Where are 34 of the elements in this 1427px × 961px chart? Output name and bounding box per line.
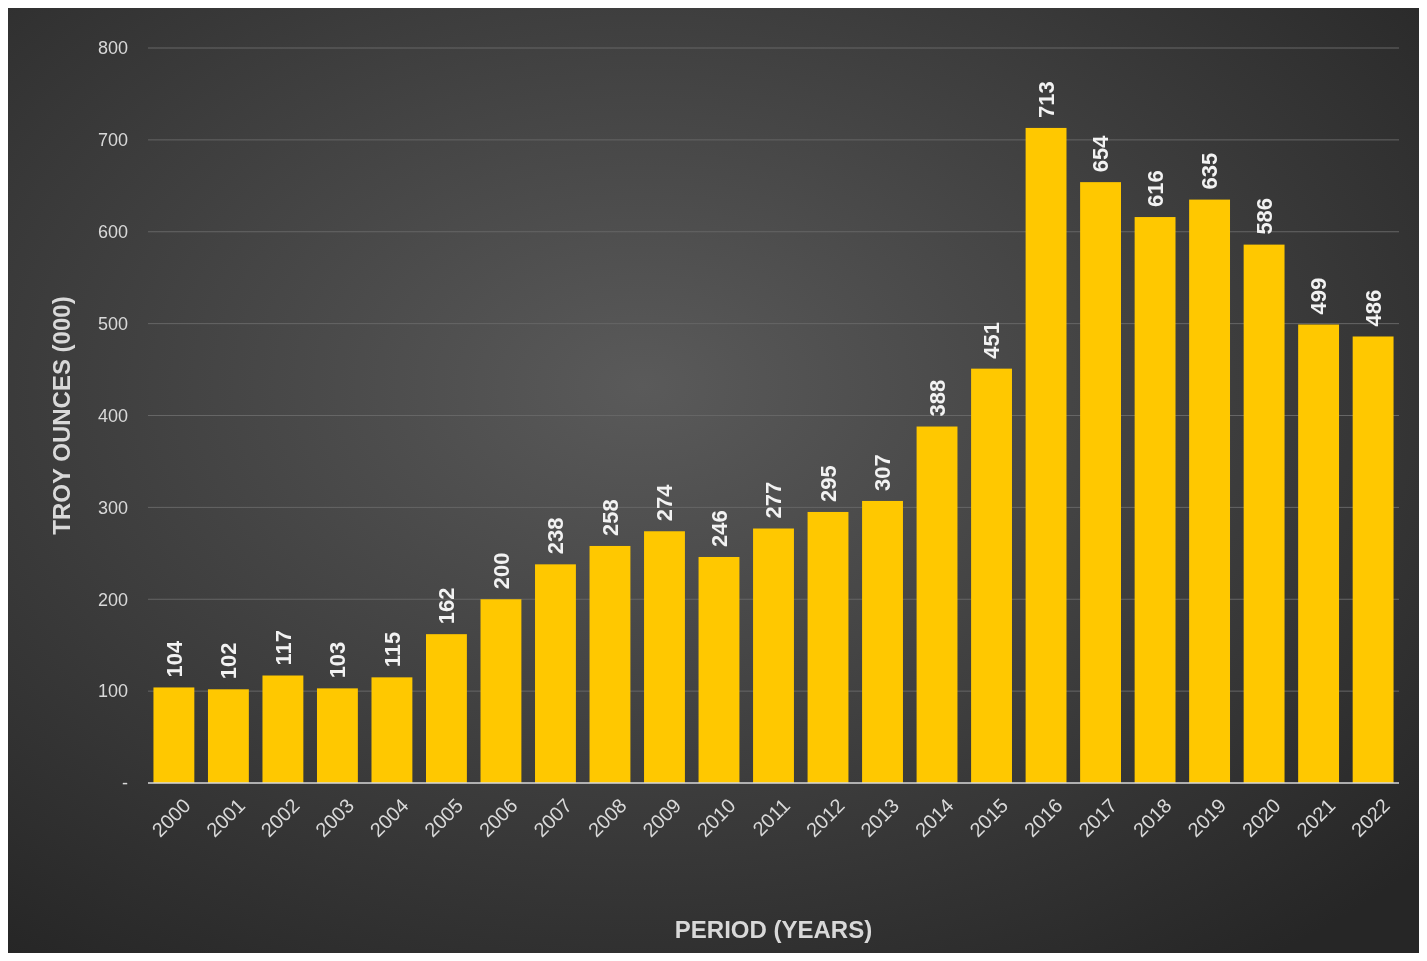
data-label: 200	[488, 552, 514, 590]
data-label: 115	[379, 631, 405, 668]
y-tick-label: -	[122, 773, 128, 794]
data-label: 103	[325, 641, 351, 679]
data-label: 713	[1033, 81, 1059, 118]
y-tick-label: 700	[97, 130, 128, 151]
data-label: 104	[161, 639, 187, 678]
y-axis-title: TROY OUNCES (000)	[48, 296, 75, 535]
data-label: 238	[543, 517, 569, 555]
y-tick-label: 100	[97, 681, 128, 702]
y-tick-label: 500	[97, 313, 128, 334]
y-tick-label: 600	[97, 222, 128, 243]
x-axis-title: PERIOD (YEARS)	[674, 916, 873, 943]
y-tick-label: 400	[97, 405, 128, 426]
data-label: 586	[1251, 197, 1277, 235]
data-label: 274	[652, 483, 678, 522]
data-label: 277	[761, 481, 787, 519]
data-label: 258	[597, 499, 623, 536]
data-label: 162	[434, 587, 460, 625]
data-label: 616	[1142, 170, 1168, 208]
data-label: 388	[924, 379, 950, 417]
data-label: 117	[270, 630, 296, 666]
y-tick-label: 200	[97, 589, 128, 610]
data-label: 499	[1306, 277, 1332, 315]
data-label: 451	[979, 321, 1005, 359]
data-label: 246	[706, 510, 732, 547]
y-tick-label: 300	[97, 497, 128, 518]
data-label: 295	[815, 465, 841, 502]
data-label: 307	[870, 454, 896, 491]
data-label: 486	[1360, 289, 1386, 327]
y-tick-label: 800	[97, 38, 128, 59]
data-label: 654	[1088, 134, 1114, 173]
data-label: 635	[1197, 152, 1223, 190]
data-label: 102	[216, 642, 242, 680]
